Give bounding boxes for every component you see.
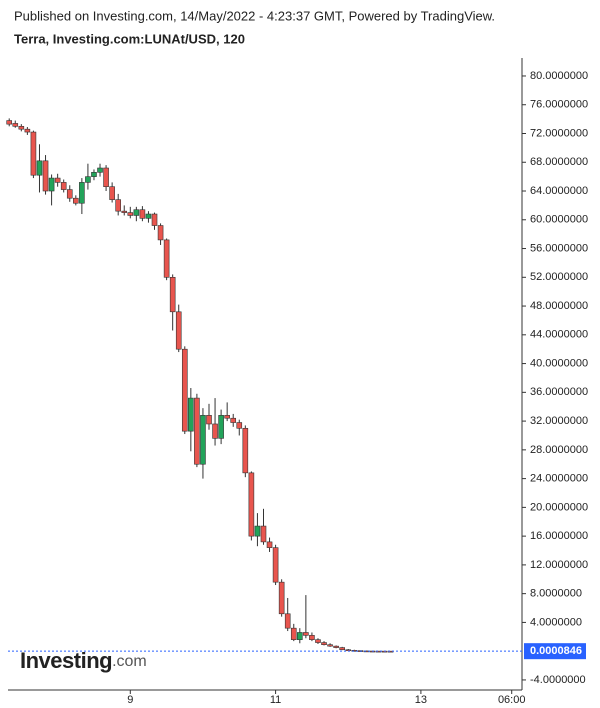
candle-body	[121, 210, 128, 213]
candle-body	[236, 422, 243, 429]
y-tick-label: 48.0000000	[530, 300, 588, 312]
candle-body	[212, 423, 218, 439]
x-tick-label: 06:00	[498, 694, 526, 706]
watermark: Investing.com	[20, 648, 147, 673]
candle-body	[127, 212, 134, 216]
y-tick-label: -4.0000000	[530, 674, 586, 686]
candle-body	[145, 213, 152, 219]
y-tick-label: 32.0000000	[530, 415, 588, 427]
candle-body	[297, 632, 303, 640]
candle-body	[79, 182, 85, 204]
x-tick-label: 9	[127, 694, 133, 706]
y-tick-label: 44.0000000	[530, 329, 588, 341]
candle-body	[206, 415, 212, 425]
last-price-label: 0.0000846	[530, 645, 582, 657]
candle-body	[345, 649, 352, 652]
candle-body	[18, 126, 25, 130]
candle-body	[139, 209, 146, 219]
candle-body	[272, 547, 279, 583]
y-tick-label: 16.0000000	[530, 530, 588, 542]
candle-body	[339, 647, 345, 651]
y-tick-label: 72.0000000	[530, 127, 588, 139]
y-tick-label: 76.0000000	[530, 99, 588, 111]
y-tick-label: 60.0000000	[530, 214, 588, 226]
candle-body	[6, 120, 13, 125]
candle-body	[12, 123, 19, 127]
y-tick-label: 8.0000000	[530, 588, 582, 600]
candle-body	[60, 182, 67, 190]
candle-body	[266, 541, 273, 548]
candle-body	[133, 209, 140, 216]
y-tick-label: 12.0000000	[530, 559, 588, 571]
candle-body	[188, 397, 194, 432]
candle-body	[309, 635, 315, 640]
x-tick-label: 11	[270, 694, 281, 706]
candle-body	[36, 160, 43, 176]
chart-title: Terra, Investing.com:LUNAt/USD, 120	[14, 31, 245, 46]
candle-body	[169, 276, 176, 313]
watermark-suffix: .com	[112, 653, 147, 670]
y-tick-label: 20.0000000	[530, 501, 588, 513]
candle-body	[260, 525, 267, 543]
candle-body	[303, 632, 309, 636]
candle-body	[42, 160, 49, 192]
candle-body	[194, 397, 200, 465]
y-tick-label: 4.0000000	[530, 616, 582, 628]
candle-body	[103, 167, 109, 188]
candle-body	[54, 177, 61, 183]
x-tick-label: 13	[415, 694, 427, 706]
candle-body	[254, 525, 261, 537]
chart-header: Published on Investing.com, 14/May/2022 …	[14, 8, 495, 23]
y-tick-label: 68.0000000	[530, 156, 588, 168]
candle-body	[284, 613, 291, 629]
candle-body	[48, 177, 55, 192]
candle-body	[66, 189, 73, 199]
y-tick-label: 64.0000000	[530, 185, 588, 197]
candle-body	[73, 197, 79, 204]
candle-body	[333, 645, 339, 648]
y-tick-label: 56.0000000	[530, 242, 588, 254]
y-tick-label: 28.0000000	[530, 444, 588, 456]
y-tick-label: 24.0000000	[530, 473, 588, 485]
candle-body	[248, 472, 255, 537]
candle-body	[321, 642, 327, 646]
candle-body	[175, 311, 182, 350]
candle-body	[97, 167, 103, 173]
candle-body	[30, 131, 37, 176]
watermark-main: Investing	[20, 648, 112, 673]
candle-body	[327, 644, 333, 647]
candle-body	[157, 225, 164, 241]
candle-body	[242, 427, 249, 474]
candle-body	[218, 415, 224, 439]
candle-body	[151, 213, 158, 226]
candle-body	[115, 199, 121, 212]
last-price-box	[524, 643, 586, 660]
candle-body	[230, 417, 237, 423]
candle-body	[85, 176, 91, 183]
candle-body	[163, 239, 170, 278]
candle-body	[200, 415, 206, 465]
y-tick-label: 52.0000000	[530, 271, 588, 283]
y-tick-label: 36.0000000	[530, 386, 588, 398]
y-tick-label: 80.0000000	[530, 70, 588, 82]
candle-body	[224, 415, 230, 419]
candle-body	[109, 186, 115, 200]
candle-body	[315, 639, 321, 643]
candle-body	[181, 348, 188, 432]
candle-body	[278, 581, 285, 615]
candle-body	[290, 627, 297, 640]
candle-body	[91, 172, 97, 177]
y-tick-label: 40.0000000	[530, 357, 588, 369]
candle-body	[24, 128, 31, 133]
